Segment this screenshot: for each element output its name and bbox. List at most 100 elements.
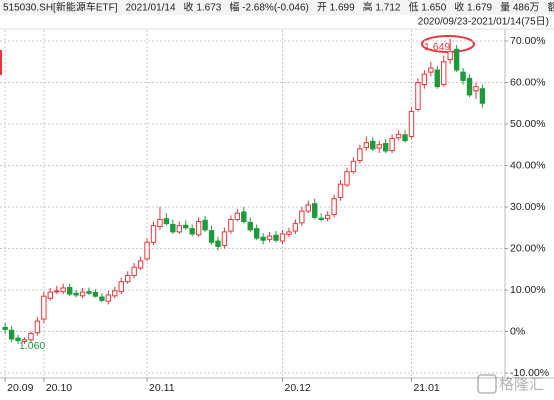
date-range: 2020/09/23-2021/01/14(75日) (418, 17, 549, 28)
candle-body (92, 291, 99, 297)
candle-body (395, 133, 402, 139)
candle-body (41, 295, 47, 320)
annotation: 1.060 (19, 340, 45, 352)
candle-body (447, 50, 453, 61)
header-item: 量 486万 (500, 2, 539, 14)
candle-body (350, 160, 357, 173)
x-tick-label: 20.12 (284, 382, 310, 394)
candle-body (408, 111, 415, 137)
candle-body (357, 148, 363, 162)
x-tick-label: 21.01 (413, 382, 439, 394)
header-item: 额 (548, 1, 554, 14)
candle-body (389, 138, 395, 152)
candle-body (305, 204, 311, 212)
candle-body (376, 144, 382, 149)
candle-body (21, 339, 28, 342)
candle-body (15, 337, 21, 342)
x-tick-label: 20.10 (46, 382, 72, 394)
header-item: 开 1.699 (317, 3, 355, 14)
candle-body (428, 67, 434, 73)
candle-body (183, 224, 189, 229)
candle-body (125, 274, 131, 283)
candle-body (66, 287, 73, 295)
candle-body (312, 203, 318, 218)
candle-body (299, 210, 305, 224)
y-tick-label: 60.00% (510, 76, 546, 88)
y-tick-label: 40.00% (510, 159, 546, 171)
candle-body (324, 214, 331, 220)
header-item: 2021/01/14 (125, 3, 175, 14)
candle-body (73, 292, 79, 296)
candle-body (195, 221, 202, 236)
candle-body (150, 225, 157, 243)
candle-body (473, 86, 479, 92)
candle-body (8, 329, 15, 340)
header-bar (0, 0, 554, 15)
candle-body (292, 223, 299, 232)
candle-body (79, 291, 86, 297)
candle-body (466, 77, 473, 96)
candle-body (234, 212, 241, 220)
candle-body (266, 235, 273, 240)
x-tick-label: 20.11 (149, 382, 175, 394)
candle-body (241, 211, 247, 223)
watermark: 格隆汇 (499, 376, 544, 393)
header-item: 515030.SH[新能源车ETF] (3, 1, 118, 14)
candle-body (163, 218, 170, 225)
watermark-icon (477, 374, 497, 394)
candle-body (253, 228, 260, 239)
header-item: 高 1.712 (363, 1, 401, 14)
candle-body (370, 140, 376, 150)
candle-body (202, 219, 208, 231)
y-tick-label: 20.00% (510, 242, 546, 254)
candle-body (421, 73, 428, 86)
candle-body (247, 221, 253, 231)
candle-body (344, 171, 350, 186)
candle-body (131, 266, 137, 276)
header-item: 收 1.679 (454, 1, 492, 14)
candle-body (228, 218, 234, 232)
y-tick-label: 10.00% (510, 284, 546, 296)
candle-body (337, 183, 344, 198)
y-tick-label: 0% (510, 325, 525, 337)
candle-body (434, 69, 440, 88)
candle-body (2, 326, 8, 330)
candle-body (176, 225, 182, 233)
candle-body (415, 82, 421, 110)
candle-body (118, 281, 124, 293)
candle-body (157, 218, 163, 228)
candle-body (318, 217, 324, 220)
header-item: 幅 -2.68%(-0.046) (229, 1, 308, 14)
candle-body (479, 88, 486, 104)
header-item: 低 1.650 (408, 1, 446, 14)
candle-body (47, 291, 54, 299)
candle-body (144, 241, 150, 260)
candle-body (170, 223, 176, 233)
y-tick-label: -10.00% (510, 367, 549, 379)
candle-body (215, 240, 221, 247)
candle-body (441, 61, 447, 86)
candle-body (279, 233, 286, 242)
candle-body (221, 231, 228, 247)
candle-body (105, 294, 112, 302)
header: 515030.SH[新能源车ETF] 2021/01/14 收 1.673 幅 -2.… (3, 1, 554, 14)
x-tick-label: 20.09 (7, 382, 33, 394)
candle-body (28, 333, 34, 341)
candle-body (460, 71, 466, 81)
candle-body (189, 228, 195, 235)
watermark-group: 格隆汇 (477, 374, 544, 394)
candle-body (286, 231, 292, 235)
candle-body (453, 48, 460, 71)
annotation: 1.649 (424, 41, 450, 53)
y-tick-label: 70.00% (510, 35, 546, 47)
candle-body (273, 234, 279, 241)
candle-body (208, 230, 215, 243)
candle-body (112, 290, 118, 297)
candle-body (99, 296, 105, 301)
y-tick-label: 30.00% (510, 201, 546, 213)
candle-body (60, 287, 66, 293)
candle-body (260, 236, 266, 241)
candle-body (54, 290, 60, 293)
